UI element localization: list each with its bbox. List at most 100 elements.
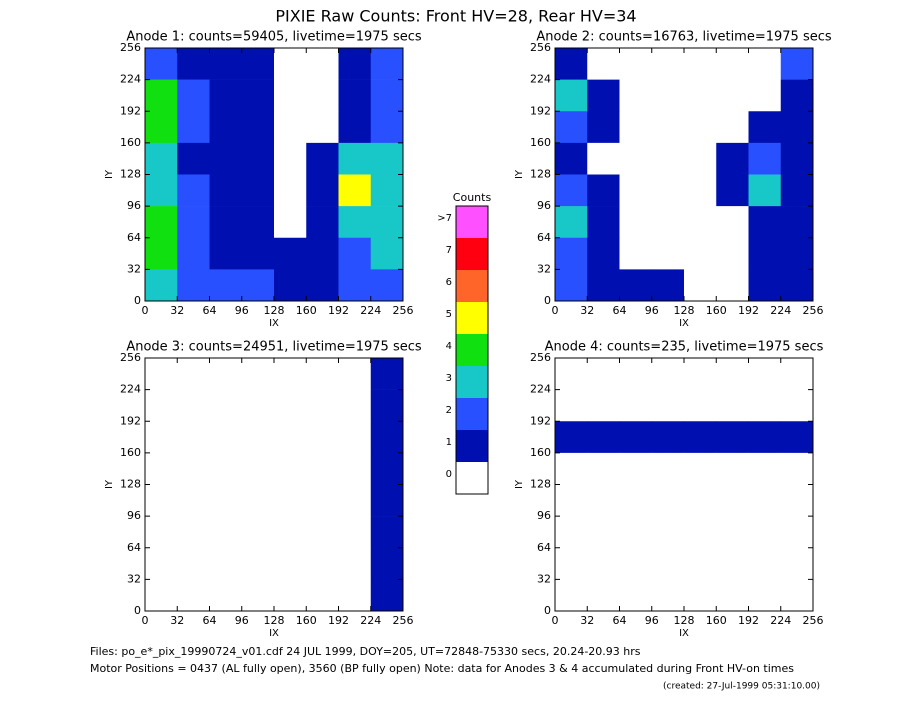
x-tick-label: 64 [613,304,627,317]
heat-cell [684,142,717,175]
heat-cell [651,269,685,302]
heat-cell [209,452,243,485]
x-tick-label: 64 [203,304,217,317]
heat-cell [619,206,653,239]
x-tick-label: 32 [580,304,594,317]
heat-cell [306,579,339,612]
heat-cell [555,174,588,207]
heat-cell [209,111,243,144]
heat-cell [587,48,620,80]
heat-cell [780,48,814,80]
heat-cell [177,174,210,207]
y-tick-label: 64 [127,541,141,554]
heat-cell [651,358,685,390]
y-tick-label: 128 [530,168,551,181]
colorbar-cell [456,270,488,302]
x-axis-label: IX [679,318,689,329]
heat-cell [619,389,653,422]
heat-cell [748,484,782,517]
footer-files: Files: po_e*_pix_19990724_v01.cdf 24 JUL… [90,645,641,658]
colorbar-cell [456,238,488,270]
heat-cell [370,452,404,485]
heat-cell [338,206,372,239]
heat-cell [684,237,717,270]
heat-cell [370,579,404,612]
heat-cell [619,421,653,454]
heat-cell [370,516,404,549]
y-tick-label: 128 [120,168,141,181]
heat-cell [780,206,814,239]
y-tick-label: 256 [120,351,141,364]
heat-cell [716,142,749,175]
heat-cell [274,206,307,239]
heat-cell [716,237,749,270]
heat-cell [370,484,404,517]
heat-cell [370,237,404,270]
heat-cell [370,389,404,422]
heat-cell [555,579,588,612]
heat-cell [209,516,243,549]
heat-cell [274,547,307,580]
heat-cell [780,174,814,207]
heat-cell [338,421,372,454]
heat-cell [338,389,372,422]
heat-cell [338,48,372,80]
heat-cell [780,237,814,270]
heat-cell [306,389,339,422]
heat-cell [555,358,588,390]
heat-cell [684,111,717,144]
heat-cell [209,142,243,175]
colorbar-cell [456,366,488,398]
heat-cell [748,516,782,549]
heat-cell [274,79,307,112]
heat-cell [748,48,782,80]
heat-cell [209,389,243,422]
heat-cell [177,389,210,422]
y-tick-label: 32 [127,572,141,585]
heat-cell [748,142,782,175]
colorbar-cell [456,206,488,238]
x-tick-label: 192 [328,614,349,627]
heat-cell [619,174,653,207]
heat-cell [370,547,404,580]
heat-cell [587,452,620,485]
x-tick-label: 128 [264,614,285,627]
x-tick-label: 192 [738,304,759,317]
heat-cell [555,142,588,175]
y-tick-label: 192 [530,104,551,117]
heat-cell [748,111,782,144]
heat-cell [716,484,749,517]
heat-cell [651,111,685,144]
heat-cell [306,516,339,549]
heat-cell [780,142,814,175]
heat-cell [241,206,275,239]
heat-cell [587,269,620,302]
heat-cell [651,142,685,175]
heat-cell [780,516,814,549]
heat-cell [274,484,307,517]
heat-cell [780,484,814,517]
y-tick-label: 160 [120,136,141,149]
heat-cell [241,358,275,390]
x-tick-label: 0 [142,614,149,627]
heat-cell [177,452,210,485]
heat-cell [306,142,339,175]
y-tick-label: 160 [530,446,551,459]
heat-cell [209,79,243,112]
heat-cell [274,48,307,80]
heat-cell [619,48,653,80]
x-tick-label: 64 [203,614,217,627]
heat-cell [587,142,620,175]
x-tick-label: 160 [296,614,317,627]
panel-title: Anode 4: counts=235, livetime=1975 secs [545,340,824,355]
heat-cell [338,484,372,517]
y-tick-label: 160 [530,136,551,149]
heat-cell [370,358,404,390]
footer-created: (created: 27-Jul-1999 05:31:10.00) [663,682,820,692]
y-tick-label: 256 [120,41,141,54]
heat-cell [177,269,210,302]
heat-cell [145,516,178,549]
heat-cell [748,547,782,580]
y-tick-label: 192 [120,104,141,117]
y-tick-label: 96 [127,509,141,522]
